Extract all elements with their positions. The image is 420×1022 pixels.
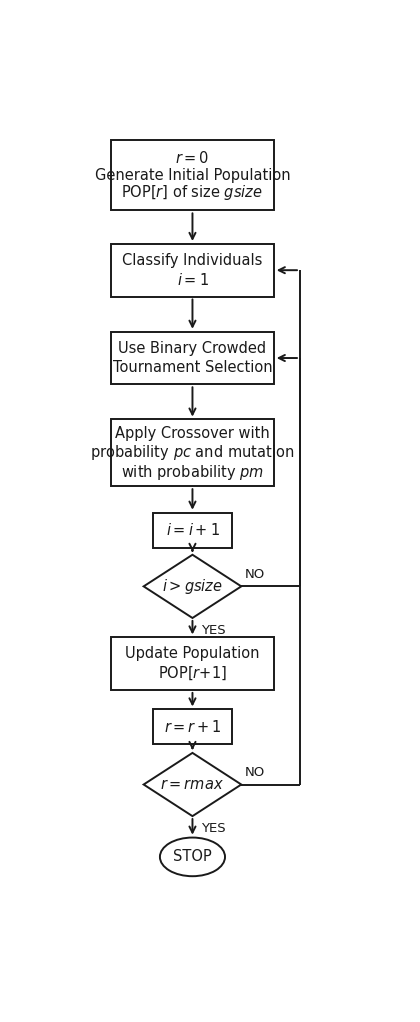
Text: POP[$r$] of size $gsize$: POP[$r$] of size $gsize$ xyxy=(121,183,263,202)
Text: YES: YES xyxy=(201,623,225,637)
Text: with probability $pm$: with probability $pm$ xyxy=(121,463,264,482)
Text: Generate Initial Population: Generate Initial Population xyxy=(94,168,290,183)
Text: $i > gsize$: $i > gsize$ xyxy=(162,576,223,596)
FancyBboxPatch shape xyxy=(111,638,274,690)
Text: $r = 0$: $r = 0$ xyxy=(175,150,210,166)
Ellipse shape xyxy=(160,838,225,876)
Text: $r = rmax$: $r = rmax$ xyxy=(160,777,224,792)
Text: $i = i+1$: $i = i+1$ xyxy=(165,522,219,539)
Text: $i = 1$: $i = 1$ xyxy=(176,272,208,288)
Text: NO: NO xyxy=(244,568,265,580)
Text: Apply Crossover with: Apply Crossover with xyxy=(115,426,270,440)
FancyBboxPatch shape xyxy=(153,513,231,548)
Text: Update Population: Update Population xyxy=(125,646,260,661)
Text: YES: YES xyxy=(201,822,225,835)
Text: Classify Individuals: Classify Individuals xyxy=(122,252,262,268)
FancyBboxPatch shape xyxy=(153,709,231,744)
Text: NO: NO xyxy=(244,765,265,779)
FancyBboxPatch shape xyxy=(111,419,274,486)
Polygon shape xyxy=(144,555,241,618)
FancyBboxPatch shape xyxy=(111,244,274,296)
Polygon shape xyxy=(144,753,241,817)
FancyBboxPatch shape xyxy=(111,140,274,211)
Text: Tournament Selection: Tournament Selection xyxy=(113,361,272,375)
Text: probability $pc$ and mutation: probability $pc$ and mutation xyxy=(90,444,294,462)
Text: Use Binary Crowded: Use Binary Crowded xyxy=(118,340,267,356)
Text: POP[$r$+1]: POP[$r$+1] xyxy=(158,664,227,683)
Text: STOP: STOP xyxy=(173,849,212,865)
FancyBboxPatch shape xyxy=(111,332,274,384)
Text: $r = r+1$: $r = r+1$ xyxy=(163,718,221,735)
